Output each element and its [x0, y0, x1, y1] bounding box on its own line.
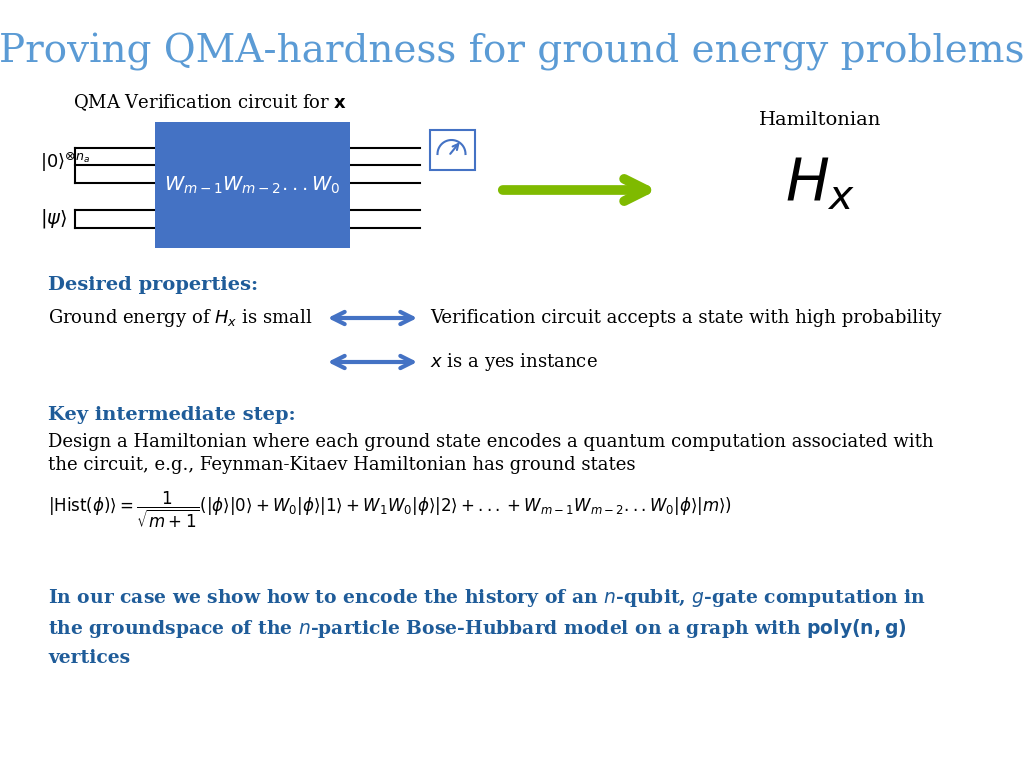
Text: the circuit, e.g., Feynman-Kitaev Hamiltonian has ground states: the circuit, e.g., Feynman-Kitaev Hamilt…	[48, 456, 636, 474]
Text: Desired properties:: Desired properties:	[48, 276, 258, 294]
Text: $x$ is a yes instance: $x$ is a yes instance	[430, 351, 598, 373]
Text: $|0\rangle^{\otimes n_a}$: $|0\rangle^{\otimes n_a}$	[40, 151, 90, 174]
Text: Ground energy of $H_x$ is small: Ground energy of $H_x$ is small	[48, 307, 312, 329]
Text: Hamiltonian: Hamiltonian	[759, 111, 882, 129]
Text: Key intermediate step:: Key intermediate step:	[48, 406, 296, 424]
Text: Verification circuit accepts a state with high probability: Verification circuit accepts a state wit…	[430, 309, 941, 327]
Text: Design a Hamiltonian where each ground state encodes a quantum computation assoc: Design a Hamiltonian where each ground s…	[48, 433, 934, 451]
Text: QMA Verification circuit for $\mathbf{x}$: QMA Verification circuit for $\mathbf{x}…	[73, 93, 347, 114]
Bar	[430, 130, 475, 170]
Text: $|\psi\rangle$: $|\psi\rangle$	[40, 207, 68, 230]
Text: vertices: vertices	[48, 649, 130, 667]
Text: the groundspace of the $\mathit{n}$-particle Bose-Hubbard model on a graph with : the groundspace of the $\mathit{n}$-part…	[48, 617, 906, 640]
Text: $W_{m-1}W_{m-2}...W_0$: $W_{m-1}W_{m-2}...W_0$	[165, 174, 341, 196]
Text: $|\mathrm{Hist}(\phi)\rangle = \dfrac{1}{\sqrt{m+1}}\left(|\phi\rangle|0\rangle : $|\mathrm{Hist}(\phi)\rangle = \dfrac{1}…	[48, 490, 732, 530]
Text: Proving QMA-hardness for ground energy problems: Proving QMA-hardness for ground energy p…	[0, 33, 1024, 71]
Bar	[155, 122, 350, 248]
Text: $H_x$: $H_x$	[784, 157, 855, 214]
Text: In our case we show how to encode the history of an $\mathit{n}$-qubit, $\mathit: In our case we show how to encode the hi…	[48, 587, 926, 609]
